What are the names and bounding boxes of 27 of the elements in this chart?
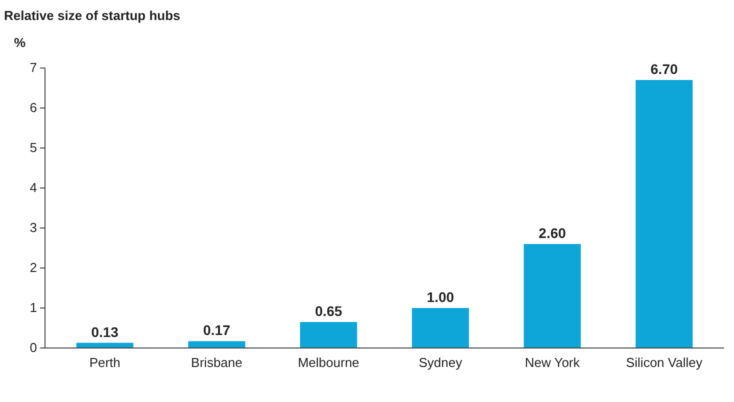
y-tick-label: 7 [30,60,37,76]
data-label: 6.70 [650,61,678,77]
bar [300,322,358,348]
y-tick-label: 0 [30,340,37,356]
y-axis-title: % [14,35,26,50]
x-tick-label: Perth [89,355,120,370]
data-label: 0.65 [314,303,342,319]
x-tick-label: New York [524,355,580,370]
chart-title: Relative size of startup hubs [4,8,180,23]
x-tick-label: Silicon Valley [626,355,703,370]
data-label: 1.00 [426,289,454,305]
y-tick-label: 1 [30,300,37,316]
bar [524,244,581,348]
data-label: 0.13 [91,324,119,340]
x-tick-label: Brisbane [191,355,242,370]
y-tick-label: 4 [30,180,37,196]
bar [636,80,693,348]
y-tick-label: 6 [30,100,37,116]
y-tick-label: 3 [30,220,37,236]
data-label: 0.17 [203,322,231,338]
data-label: 2.60 [538,225,566,241]
bar [188,341,246,348]
x-tick-label: Melbourne [298,355,360,370]
bar [412,308,469,348]
x-tick-label: Sydney [418,355,463,370]
y-tick-label: 5 [30,140,37,156]
y-tick-label: 2 [30,260,37,276]
